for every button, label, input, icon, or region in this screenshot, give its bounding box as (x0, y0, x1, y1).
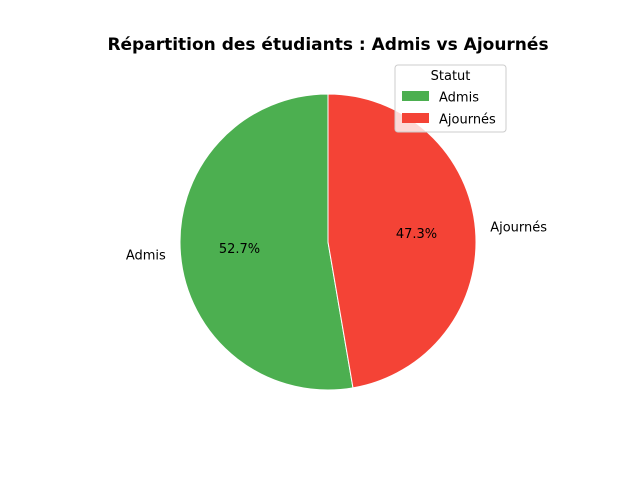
slice-percent-ajournes: 47.3% (396, 227, 437, 242)
legend-title: Statut (431, 69, 471, 84)
slice-percent-admis: 52.7% (219, 242, 260, 257)
slice-label-ajournes: Ajournés (490, 221, 547, 236)
legend-swatch-ajournes (402, 113, 429, 123)
pie-slice-ajournes (327, 93, 477, 389)
legend-label-ajournes: Ajournés (439, 113, 496, 128)
legend: Statut Admis Ajournés (394, 64, 507, 133)
pie-label-group: Admis 52.7% Ajournés 47.3% (126, 221, 547, 264)
slice-label-admis: Admis (126, 248, 166, 263)
pie-slice-admis (179, 93, 354, 391)
chart-title: Répartition des étudiants : Admis vs Ajo… (107, 35, 548, 55)
pie-group (179, 93, 477, 391)
legend-swatch-admis (402, 91, 429, 101)
legend-label-admis: Admis (439, 91, 479, 106)
